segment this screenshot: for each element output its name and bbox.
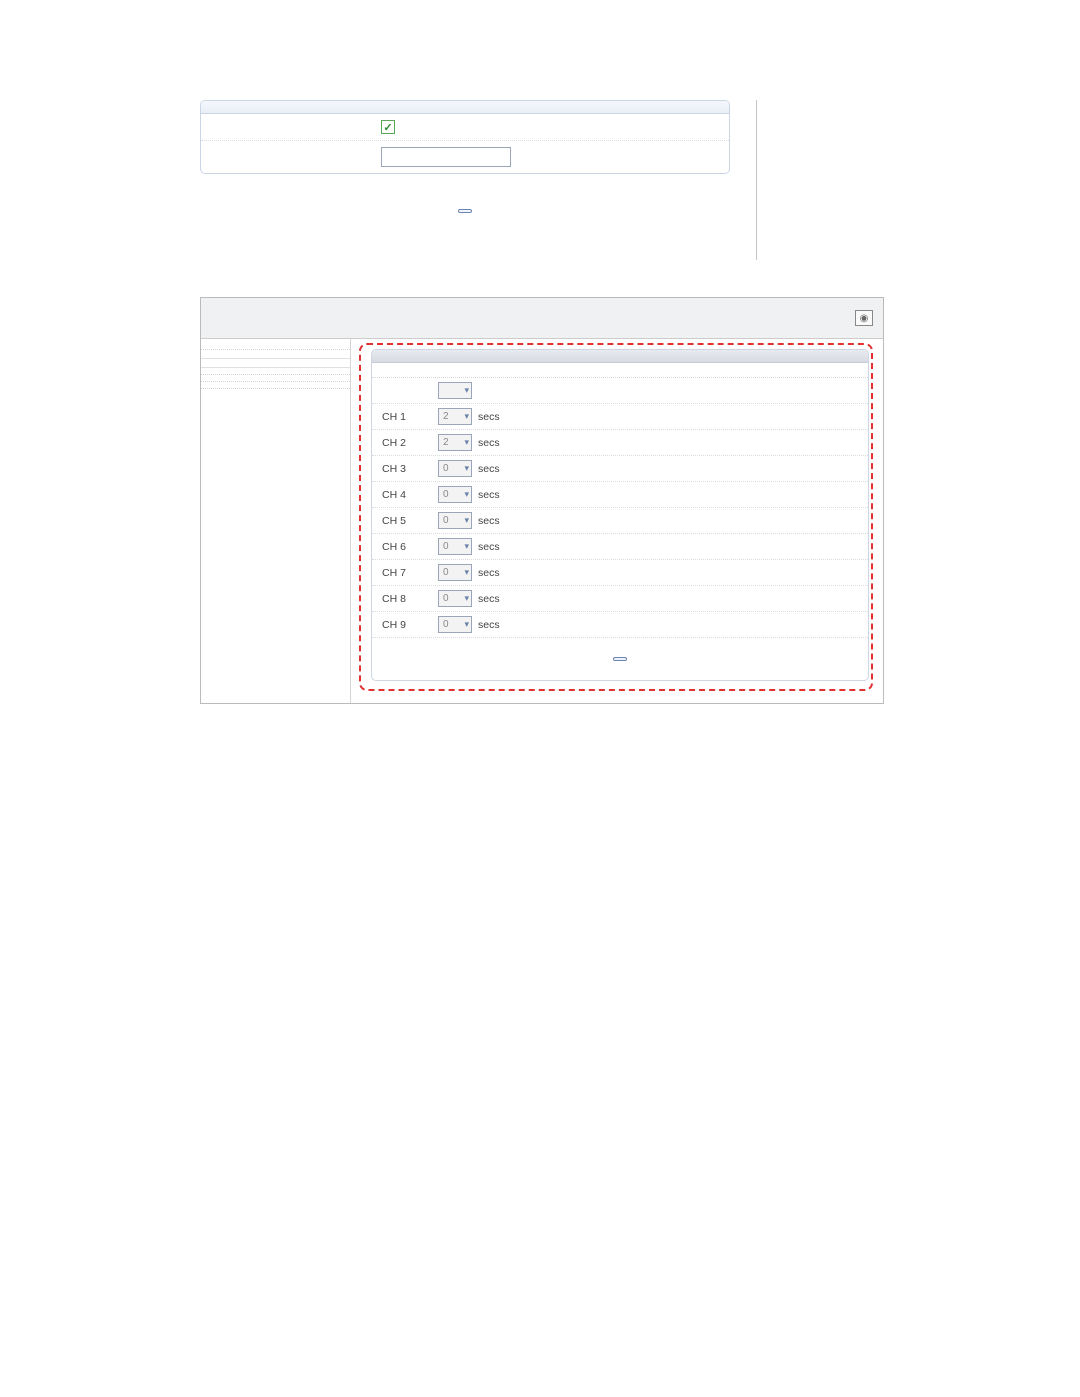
channel-name-panel: ✓: [200, 100, 730, 174]
secs-label: secs: [478, 489, 500, 501]
chevron-down-icon: ▾: [464, 463, 469, 474]
secs-label: secs: [478, 619, 500, 631]
chevron-down-icon: ▾: [464, 515, 469, 526]
channel-row: CH 12▾secs: [372, 404, 868, 430]
vertical-rule: [756, 100, 757, 260]
channel-row: CH 90▾secs: [372, 612, 868, 638]
secs-label: secs: [478, 463, 500, 475]
secs-label: secs: [478, 411, 500, 423]
dwell-mode-panel-sub: [372, 363, 868, 378]
channel-name-block: ✓: [200, 100, 950, 218]
channel-label: CH 9: [382, 619, 438, 631]
channel-select[interactable]: 2▾: [438, 434, 472, 451]
camera-icon: ◉: [855, 310, 873, 326]
channel-value: 2: [443, 437, 449, 448]
sidebar-item-reboot[interactable]: [201, 375, 350, 382]
sidebar-group-expert: [201, 359, 350, 368]
ipsurv-header: ◉: [201, 298, 883, 338]
set-button[interactable]: [613, 657, 627, 661]
enable-row: ✓: [201, 114, 729, 141]
channel-label: CH 3: [382, 463, 438, 475]
secs-label: secs: [478, 593, 500, 605]
mode-select[interactable]: ▾: [438, 382, 472, 399]
dwell-mode-panel-title: [372, 350, 868, 363]
chevron-down-icon: ▾: [464, 437, 469, 448]
channel-row: CH 80▾secs: [372, 586, 868, 612]
channel-label: CH 1: [382, 411, 438, 423]
channel-select[interactable]: 2▾: [438, 408, 472, 425]
sidebar-group-basic: [201, 350, 350, 359]
sidebar-item-status[interactable]: [201, 343, 350, 350]
nvs-block: ◉: [849, 310, 873, 326]
chevron-down-icon: ▾: [464, 619, 469, 630]
channel-label: CH 7: [382, 567, 438, 579]
sidebar-item-logout[interactable]: [201, 382, 350, 389]
main-panel: ▾ CH 12▾secsCH 22▾secsCH 30▾secsCH 40▾se…: [351, 339, 883, 703]
channel-row: CH 50▾secs: [372, 508, 868, 534]
channel-value: 2: [443, 411, 449, 422]
channel-select[interactable]: 0▾: [438, 486, 472, 503]
chevron-down-icon: ▾: [464, 567, 469, 578]
secs-label: secs: [478, 541, 500, 553]
channel-value: 0: [443, 593, 449, 604]
channel-value: 0: [443, 463, 449, 474]
secs-label: secs: [478, 437, 500, 449]
channel-label: CH 2: [382, 437, 438, 449]
dwell-mode-panel: ▾ CH 12▾secsCH 22▾secsCH 30▾secsCH 40▾se…: [371, 349, 869, 681]
set-row: [372, 638, 868, 680]
channel-value: 0: [443, 567, 449, 578]
channel-row: CH 60▾secs: [372, 534, 868, 560]
channel-label: CH 8: [382, 593, 438, 605]
channel-row: CH 70▾secs: [372, 560, 868, 586]
sidebar: [201, 339, 351, 703]
chevron-down-icon: ▾: [464, 541, 469, 552]
sidebar-item-factory-default[interactable]: [201, 368, 350, 375]
channel-row: CH 40▾secs: [372, 482, 868, 508]
channel-label: CH 4: [382, 489, 438, 501]
channel-name-panel-title: [201, 101, 729, 114]
chevron-down-icon: ▾: [464, 593, 469, 604]
channel-name-input[interactable]: [381, 147, 511, 167]
channel-label: CH 5: [382, 515, 438, 527]
channel-select[interactable]: 0▾: [438, 538, 472, 555]
channel-select[interactable]: 0▾: [438, 590, 472, 607]
chevron-down-icon: ▾: [464, 385, 469, 396]
chevron-down-icon: ▾: [464, 411, 469, 422]
ok-button[interactable]: [458, 209, 472, 213]
mode-row: ▾: [372, 378, 868, 404]
ok-row: [200, 200, 730, 218]
channel-label: CH 6: [382, 541, 438, 553]
channel-select[interactable]: 0▾: [438, 460, 472, 477]
secs-label: secs: [478, 567, 500, 579]
channel-value: 0: [443, 515, 449, 526]
channel-row: CH 30▾secs: [372, 456, 868, 482]
channel-select[interactable]: 0▾: [438, 616, 472, 633]
channel-select[interactable]: 0▾: [438, 512, 472, 529]
channel-value: 0: [443, 541, 449, 552]
channel-value: 0: [443, 619, 449, 630]
enable-checkbox[interactable]: ✓: [381, 120, 395, 134]
ip-surveillance-screenshot: ◉ ▾: [200, 297, 884, 704]
channel-select[interactable]: 0▾: [438, 564, 472, 581]
channel-row: CH 22▾secs: [372, 430, 868, 456]
channel-name-row: [201, 141, 729, 173]
channel-value: 0: [443, 489, 449, 500]
secs-label: secs: [478, 515, 500, 527]
chevron-down-icon: ▾: [464, 489, 469, 500]
